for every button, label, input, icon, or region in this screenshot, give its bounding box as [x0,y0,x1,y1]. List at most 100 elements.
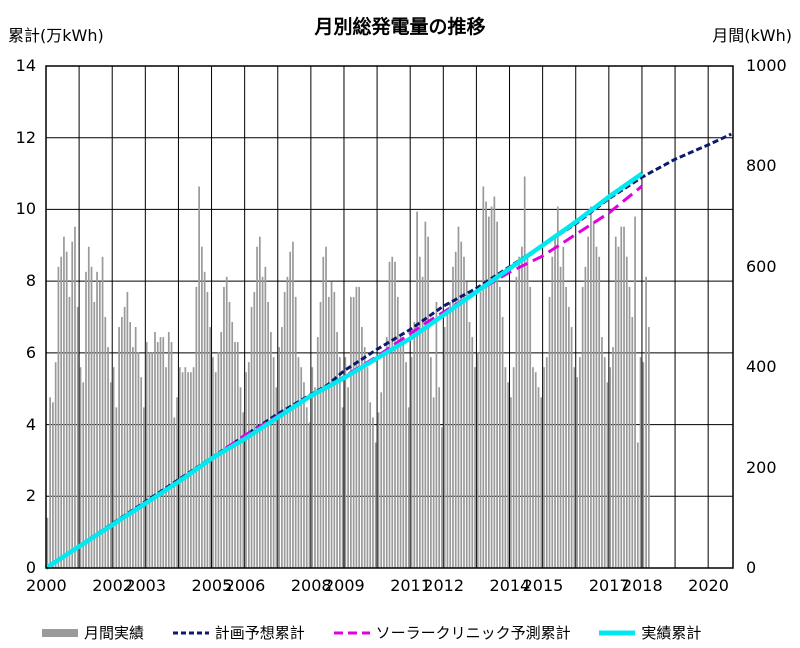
monthly-bar [405,362,407,568]
monthly-bar [366,367,369,568]
monthly-bar [267,301,269,568]
monthly-bar [305,407,308,568]
monthly-bar [457,226,460,568]
monthly-bar [294,296,297,568]
cumulative-lines [44,132,732,570]
monthly-bar [132,347,134,568]
monthly-bar [178,367,181,568]
monthly-bar [512,367,515,568]
monthly-bar [82,382,85,568]
x-tick-label: 2005 [191,576,233,595]
monthly-bar [154,332,156,568]
monthly-bar [636,442,639,568]
monthly-bar [471,337,474,568]
legend-label-solar: ソーラークリニック予測累計 [375,624,571,642]
legend-swatch-monthly [42,628,78,637]
left-tick-label: 6 [25,342,36,362]
right-tick-label: 400 [746,357,777,377]
monthly-bar [396,296,399,568]
monthly-bar [327,296,330,568]
monthly-bar [468,322,471,568]
monthly-bar [272,357,275,568]
monthly-bar [292,241,294,568]
monthly-bar [573,367,576,568]
monthly-bar [645,276,647,568]
monthly-bar [214,372,217,568]
monthly-bar [258,236,261,568]
left-axis-label: 累計(万kWh) [8,26,104,45]
monthly-bar [543,367,545,568]
monthly-bar [98,281,101,568]
monthly-bar [148,352,151,568]
monthly-bar [435,301,438,568]
monthly-bar [413,322,416,568]
monthly-bar [474,367,476,568]
monthly-bar [380,392,383,568]
monthly-bar [187,372,189,568]
monthly-bar [341,407,344,568]
monthly-bar [559,266,562,568]
x-tick-label: 2017 [588,576,630,595]
monthly-bar [623,226,625,568]
monthly-bar [126,291,129,568]
right-tick-label: 600 [746,256,777,276]
monthly-bar [151,352,154,568]
monthly-bar [104,317,107,568]
monthly-bar [209,327,212,568]
legend-label-monthly: 月間実績 [84,624,145,642]
monthly-bar [344,357,347,568]
monthly-bar [245,372,247,568]
monthly-bar [203,271,206,568]
monthly-bar [137,352,140,568]
monthly-bar [570,327,573,568]
monthly-bar [584,266,587,568]
monthly-bar [504,367,507,568]
monthly-bar [526,256,529,568]
left-tick-label: 0 [25,558,36,577]
x-tick-label: 2006 [224,576,266,595]
monthly-bar [361,327,363,568]
monthly-bar [465,281,468,568]
monthly-bar [443,327,446,568]
monthly-bar [634,216,636,568]
monthly-bar [432,397,435,568]
monthly-bar [322,256,325,568]
monthly-bar [493,196,496,568]
monthly-bar [338,357,341,568]
left-tick-label: 10 [15,199,36,219]
monthly-bar [446,311,449,568]
monthly-bar [452,266,454,568]
monthly-bar [388,261,391,568]
monthly-bar [74,226,76,568]
monthly-bar [391,256,394,568]
legend-swatch-plan [172,631,209,634]
x-tick-label: 2014 [489,576,531,595]
monthly-bar [394,261,396,568]
monthly-bar [96,271,98,568]
monthly-bar [46,517,49,568]
monthly-bar [363,347,366,568]
monthly-bar [620,226,623,568]
monthly-bar [115,407,118,568]
monthly-bar [424,221,427,568]
monthly-bar [234,342,236,568]
monthly-bar [247,362,250,568]
monthly-bar [297,357,300,568]
monthly-bar [65,251,68,569]
monthly-bar [275,387,278,568]
monthly-bar [156,342,159,568]
monthly-bar [374,442,377,568]
monthly-bar [532,367,534,568]
monthly-bar [270,332,272,568]
monthly-bar [303,382,305,568]
monthly-bar [217,352,220,568]
monthly-bar [567,306,570,568]
monthly-bar [592,221,595,568]
monthly-bar [261,276,264,568]
monthly-bar [195,286,198,568]
monthly-bar [49,397,51,568]
monthly-bar [85,271,87,568]
monthly-bar [350,296,352,568]
monthly-bar [68,296,71,568]
